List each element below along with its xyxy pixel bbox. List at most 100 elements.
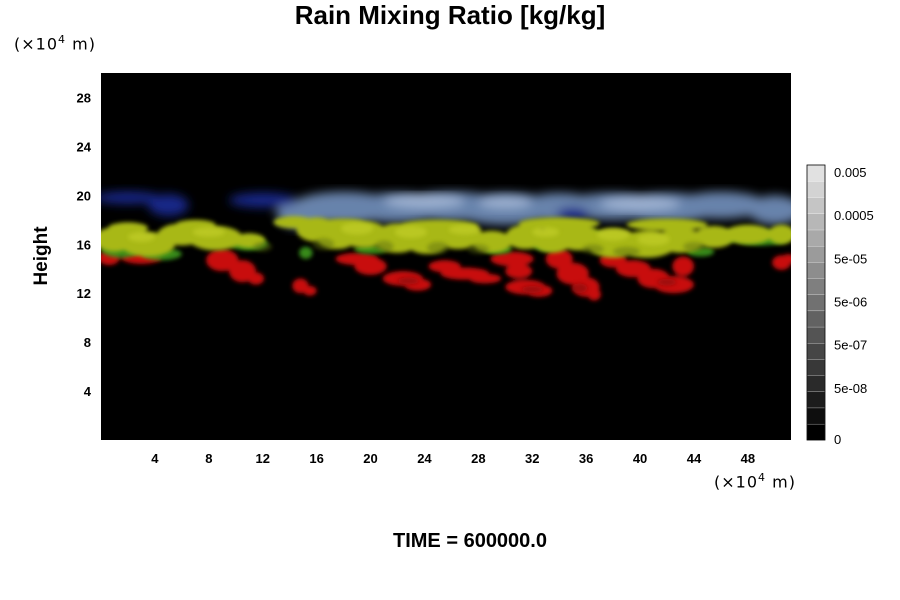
y-tick-label: 28 <box>77 90 91 105</box>
x-axis-unit: (×104 m) <box>714 471 796 492</box>
yellow-shadow-blob <box>683 241 705 252</box>
yellow-blob <box>626 218 708 231</box>
red-blob <box>468 273 502 284</box>
colorbar-level <box>806 310 826 328</box>
time-label: TIME = 600000.0 <box>393 530 547 552</box>
red-blob <box>303 285 317 296</box>
dark-red-blob <box>657 278 677 286</box>
x-tick-label: 16 <box>309 451 323 466</box>
chart-title: Rain Mixing Ratio [kg/kg] <box>294 0 606 30</box>
colorbar-level <box>806 164 826 182</box>
colorbar-frame <box>806 164 826 441</box>
x-tick-label: 4 <box>151 451 159 466</box>
y-tick-label: 24 <box>77 139 92 154</box>
light-blue-blob <box>478 196 533 209</box>
colorbar-level <box>806 261 826 279</box>
y-tick-label: 4 <box>84 384 92 399</box>
yellow-bright-layer <box>127 222 670 246</box>
dark-blue-blob <box>229 192 297 208</box>
x-tick-label: 44 <box>687 451 702 466</box>
y-tick-label: 12 <box>77 286 91 301</box>
green-blob <box>299 246 313 259</box>
bright-yellow-blob <box>394 225 428 239</box>
x-tick-label: 20 <box>363 451 377 466</box>
yellow-shadow-blob <box>312 238 335 251</box>
colorbar-tick-label: 0.005 <box>834 165 867 180</box>
colorbar-level <box>806 407 826 425</box>
colorbar-tick-label: 5e-08 <box>834 381 867 396</box>
x-tick-label: 24 <box>417 451 432 466</box>
colorbar-tick-label: 5e-05 <box>834 251 867 266</box>
yellow-shadow-blob <box>467 244 490 255</box>
colorbar-level <box>806 391 826 409</box>
yellow-shadow-blob <box>253 241 273 252</box>
red-blob <box>247 272 265 285</box>
colorbar-level <box>806 326 826 344</box>
red-blob <box>206 249 239 272</box>
colorbar-level <box>806 423 826 441</box>
colorbar-level <box>806 278 826 295</box>
x-tick-label: 12 <box>255 451 269 466</box>
x-tick-label: 8 <box>205 451 212 466</box>
colorbar-level <box>806 181 826 198</box>
bright-yellow-blob <box>192 227 225 237</box>
colorbar-tick-label: 0 <box>834 432 841 447</box>
bright-yellow-blob <box>448 224 482 235</box>
colorbar-level <box>806 213 826 231</box>
red-blob <box>781 254 791 264</box>
colorbar-level <box>806 342 826 360</box>
dark-red-blob <box>571 283 588 294</box>
y-axis-unit: (×104 m) <box>14 33 96 54</box>
light-blue-layer <box>384 194 681 212</box>
y-ticks: 4 8 12 16 20 24 28 <box>77 90 92 399</box>
red-blob <box>587 288 601 301</box>
light-blue-blob <box>599 196 681 212</box>
colorbar-level <box>806 294 826 312</box>
x-tick-label: 28 <box>471 451 485 466</box>
red-dark-layer <box>397 277 677 294</box>
colorbar-level <box>806 229 826 247</box>
x-tick-label: 48 <box>741 451 755 466</box>
colorbar-level <box>806 358 826 376</box>
yellow-shadow-blob <box>374 240 394 253</box>
colorbar-tick-label: 5e-06 <box>834 295 867 310</box>
plot-area <box>101 73 791 440</box>
yellow-blob <box>107 222 149 235</box>
colorbar-tick-label: 0.0005 <box>834 208 874 223</box>
y-tick-label: 16 <box>77 237 91 252</box>
x-tick-label: 40 <box>633 451 647 466</box>
blue-blob <box>673 191 769 219</box>
rain-field <box>101 191 791 301</box>
y-tick-label: 8 <box>84 335 91 350</box>
yellow-shadow-blob <box>582 244 604 255</box>
dark-blue-blob <box>101 191 162 204</box>
bright-yellow-blob <box>596 228 630 241</box>
yellow-shadow-blob <box>427 241 449 255</box>
red-blob <box>672 256 694 277</box>
red-blob <box>490 251 534 267</box>
colorbar-level <box>806 245 826 263</box>
colorbar-level <box>806 375 826 392</box>
red-blob <box>505 263 533 279</box>
dark-blue-blob <box>148 194 189 217</box>
yellow-blob <box>768 224 791 245</box>
yellow-blob <box>175 219 216 230</box>
y-tick-label: 20 <box>77 188 91 203</box>
yellow-shadow-layer <box>253 238 705 257</box>
yellow-blob <box>518 217 600 230</box>
dark-red-blob <box>521 285 544 294</box>
red-blob <box>354 257 387 275</box>
colorbar-level <box>806 197 826 214</box>
bright-yellow-blob <box>127 232 155 242</box>
yellow-blob <box>723 224 773 245</box>
x-ticks: 4 8 12 16 20 24 28 32 36 40 44 48 <box>151 451 755 466</box>
bright-yellow-blob <box>532 227 560 237</box>
bright-yellow-blob <box>340 222 374 235</box>
light-blue-blob <box>384 194 465 209</box>
bright-yellow-blob <box>637 233 670 246</box>
dark-red-blob <box>397 277 420 285</box>
x-tick-label: 32 <box>525 451 539 466</box>
x-tick-label: 36 <box>579 451 593 466</box>
yellow-blob <box>693 225 735 248</box>
